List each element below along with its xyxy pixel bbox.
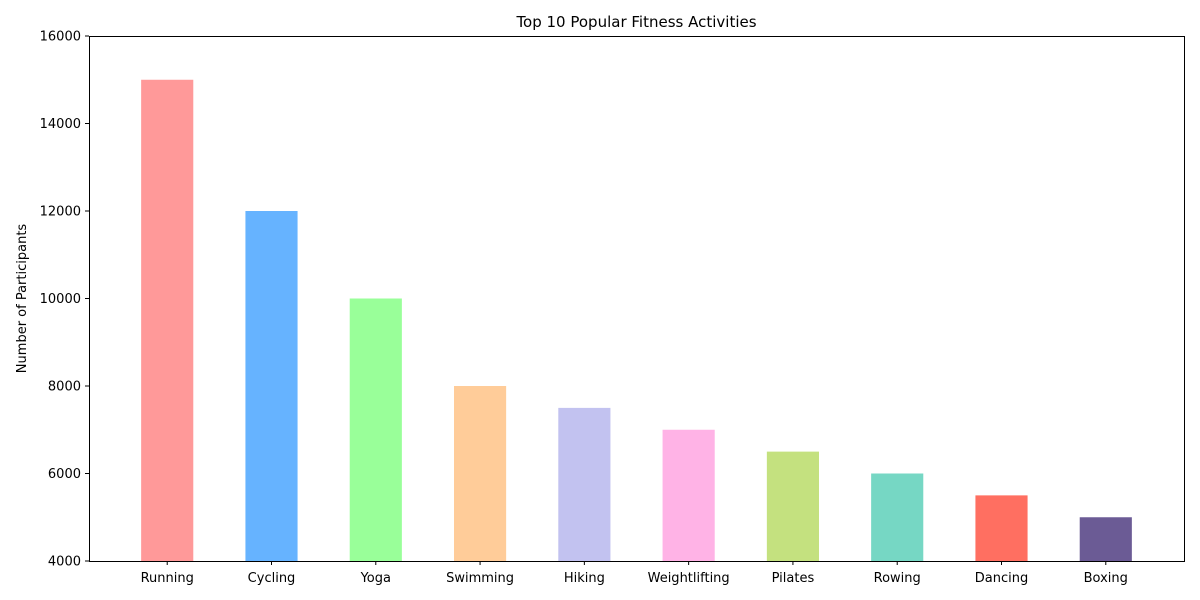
bar-cycling [245,211,298,561]
y-tick-label: 8000 [48,380,81,395]
x-ticks: Running Cycling Yoga Swimming Hiking Weightli… [141,561,1128,586]
x-tick-label: Running [141,571,194,586]
x-tick-label: Yoga [360,571,391,586]
y-tick-label: 12000 [40,205,81,220]
bar-swimming [454,386,507,561]
bar-boxing [1079,517,1132,561]
y-tick-label: 16000 [40,30,81,45]
x-tick-label: Pilates [772,571,815,586]
bar-yoga [349,298,402,561]
y-tick-label: 10000 [40,292,81,307]
x-tick-label: Boxing [1084,571,1128,586]
x-tick-label: Dancing [975,571,1028,586]
x-tick-label: Swimming [446,571,514,586]
plot-frame [89,36,1185,562]
x-tick-label: Hiking [564,571,605,586]
x-tick-label: Weightlifting [648,571,730,586]
bar-hiking [558,407,611,561]
y-tick-label: 6000 [48,467,81,482]
bar-dancing [975,495,1028,561]
bars-layer [141,79,1132,561]
bar-running [141,79,194,561]
bar-weightlifting [662,429,715,561]
y-axis-label: Number of Participants [15,224,30,374]
y-tick-label: 4000 [48,555,81,570]
chart-title: Top 10 Popular Fitness Activities [515,13,756,31]
x-tick-label: Cycling [248,571,296,586]
y-tick-label: 14000 [40,117,81,132]
x-tick-label: Rowing [874,571,921,586]
y-ticks: 4000 6000 8000 10000 12000 14000 16000 [40,30,89,570]
bar-pilates [766,451,819,561]
bar-rowing [871,473,924,561]
